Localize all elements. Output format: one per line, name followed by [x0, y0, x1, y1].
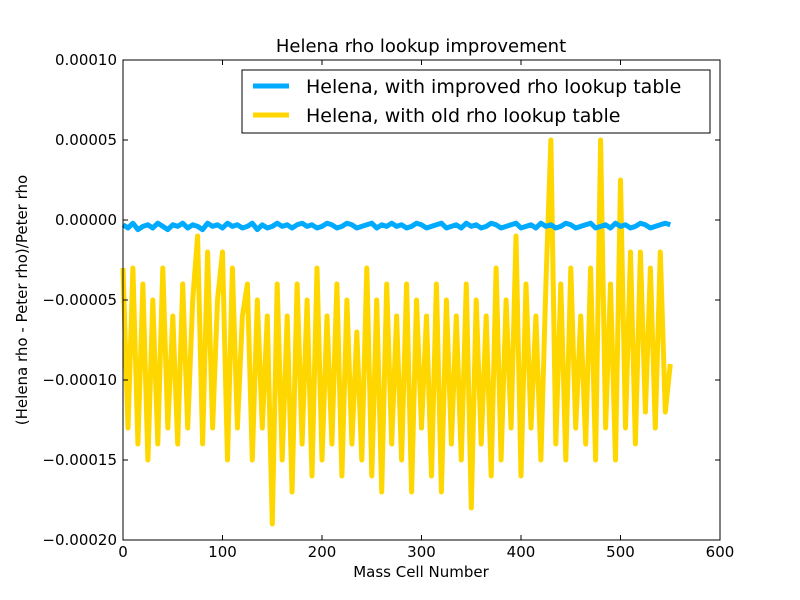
legend-box	[241, 69, 711, 134]
x-tick-label: 600	[706, 543, 735, 561]
y-tick-label: −0.00020	[42, 531, 117, 549]
y-tick-label: 0.00000	[55, 211, 117, 229]
y-axis-title: (Helena rho - Peter rho)/Peter rho	[13, 175, 31, 425]
y-tick-label: 0.00005	[55, 131, 117, 149]
series-line-improved	[121, 220, 672, 233]
x-tick-label: 400	[507, 543, 536, 561]
series-line-old	[120, 137, 673, 527]
plot-frame	[122, 59, 721, 541]
x-tick-label: 0	[118, 543, 128, 561]
chart-title: Helena rho lookup improvement	[276, 36, 566, 57]
y-tick-label: −0.00005	[42, 291, 117, 309]
x-axis-title: Mass Cell Number	[353, 563, 489, 581]
x-tick-label: 300	[407, 543, 436, 561]
y-tick-label: 0.00010	[55, 51, 117, 69]
legend: Helena, with improved rho lookup table H…	[241, 69, 711, 134]
x-tick-label: 200	[308, 543, 337, 561]
legend-label-old: Helena, with old rho lookup table	[306, 105, 620, 127]
y-tick-label: −0.00010	[42, 371, 117, 389]
x-tick-label: 100	[208, 543, 237, 561]
x-tick-label: 500	[606, 543, 635, 561]
ticks-layer: 0 100 200 300 400 500 600 −0.00020 −0.00015 −0.00…	[42, 51, 734, 561]
series-layer	[120, 137, 673, 527]
legend-label-improved: Helena, with improved rho lookup table	[306, 76, 681, 98]
y-tick-label: −0.00015	[42, 451, 117, 469]
